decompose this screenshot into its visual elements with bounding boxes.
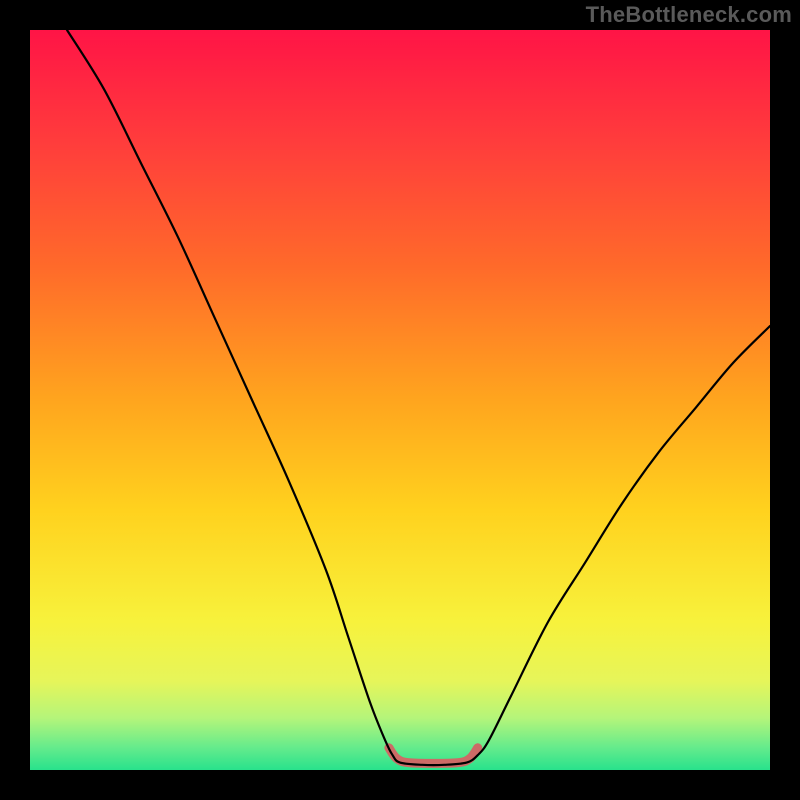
watermark-text: TheBottleneck.com (586, 2, 792, 28)
bottleneck-chart (0, 0, 800, 800)
gradient-background (30, 30, 770, 770)
